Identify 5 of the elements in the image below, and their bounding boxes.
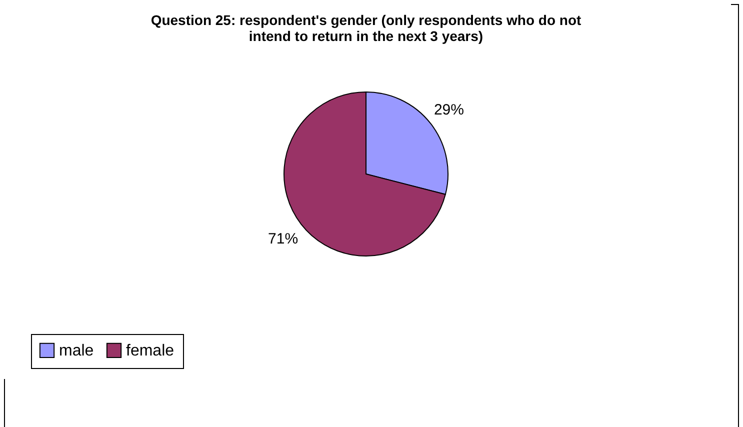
- data-label: 29%: [434, 102, 464, 119]
- chart-title: Question 25: respondent's gender (only respondents who do not intend to return in the next 3 years): [150, 12, 582, 44]
- data-label: 71%: [268, 230, 298, 248]
- legend-label: female: [126, 342, 174, 360]
- legend-label: male: [59, 342, 94, 360]
